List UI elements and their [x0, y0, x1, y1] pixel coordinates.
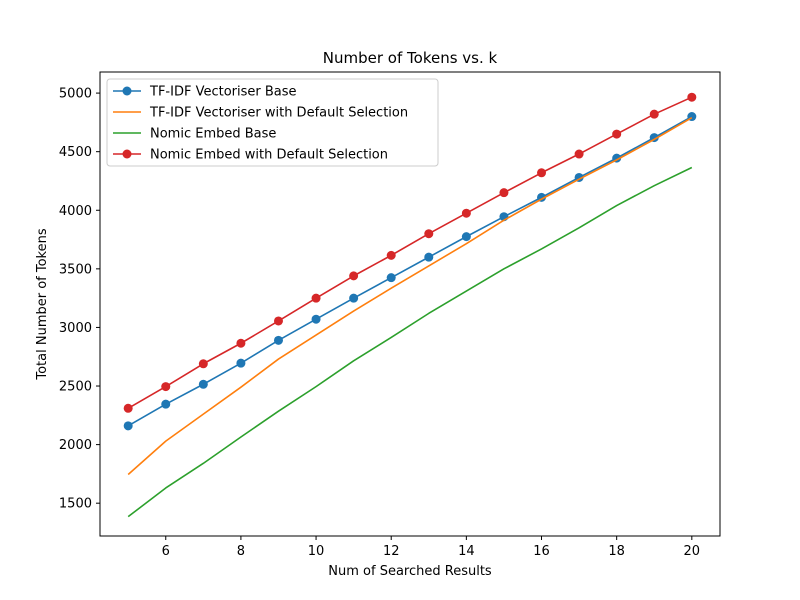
series-1-point [461, 232, 471, 242]
x-tick-label: 8 [237, 544, 245, 559]
legend-label-2: TF-IDF Vectoriser with Default Selection [149, 106, 408, 121]
legend-label-4: Nomic Embed with Default Selection [150, 148, 388, 163]
x-axis-label: Num of Searched Results [328, 564, 492, 579]
series-4-point [612, 129, 622, 139]
y-axis-label: Total Number of Tokens [35, 228, 50, 380]
series-1-point [198, 379, 208, 389]
x-tick-label: 10 [308, 544, 325, 559]
y-tick-label: 2000 [59, 438, 92, 453]
x-tick-label: 18 [608, 544, 625, 559]
series-4-point [386, 250, 396, 260]
x-tick-label: 20 [684, 544, 701, 559]
series-1-point [349, 293, 359, 303]
series-1-point [161, 399, 171, 409]
series-4-point [161, 382, 171, 392]
y-tick-label: 4000 [59, 204, 92, 219]
y-tick-label: 4500 [59, 145, 92, 160]
series-4-point [273, 316, 283, 326]
series-1-point [273, 335, 283, 345]
series-4-point [198, 359, 208, 369]
legend-items: TF-IDF Vectoriser Base TF-IDF Vectoriser … [113, 85, 408, 163]
series-1-point [386, 273, 396, 283]
x-tick-label: 12 [383, 544, 400, 559]
series-1-point [236, 358, 246, 368]
series-4-point [236, 338, 246, 348]
y-tick-label: 3000 [59, 321, 92, 336]
plot-frame [99, 71, 721, 537]
series-line-4 [127, 96, 693, 409]
legend-marker-1 [122, 86, 132, 96]
legend-label-1: TF-IDF Vectoriser Base [149, 85, 297, 100]
series-4-point [537, 168, 547, 178]
series-4-point [123, 403, 133, 413]
legend-box [106, 78, 439, 167]
series-4-point [574, 149, 584, 159]
x-tick-label: 14 [458, 544, 475, 559]
series-line-3 [127, 166, 693, 518]
series-4-point [649, 109, 659, 119]
y-tick-label: 3500 [59, 262, 92, 277]
series-4-point [461, 208, 471, 218]
series-1-point [123, 421, 133, 431]
series-1-point [424, 252, 434, 262]
series-line-2 [127, 117, 693, 476]
x-tick-label: 6 [162, 544, 170, 559]
x-tick-label: 16 [533, 544, 550, 559]
series-line-1 [127, 115, 693, 427]
legend: TF-IDF Vectoriser Base TF-IDF Vectoriser … [106, 78, 439, 167]
y-tick-label: 5000 [59, 87, 92, 102]
series-4-point [499, 188, 509, 198]
series-4-point [687, 92, 697, 102]
y-tick-label: 1500 [59, 497, 92, 512]
chart-title: Number of Tokens vs. k [323, 49, 498, 67]
series-4-point [349, 271, 359, 281]
legend-marker-4 [122, 149, 132, 159]
legend-label-3: Nomic Embed Base [150, 127, 276, 142]
plot-lines [123, 92, 697, 518]
x-axis-ticks: 6 8 10 12 14 16 18 20 [162, 536, 700, 559]
y-tick-label: 2500 [59, 380, 92, 395]
series-1-point [311, 314, 321, 324]
series-4-point [424, 229, 434, 239]
series-4-point [311, 293, 321, 303]
y-axis-ticks: 1500 2000 2500 3000 3500 4000 4500 5000 [59, 87, 100, 512]
